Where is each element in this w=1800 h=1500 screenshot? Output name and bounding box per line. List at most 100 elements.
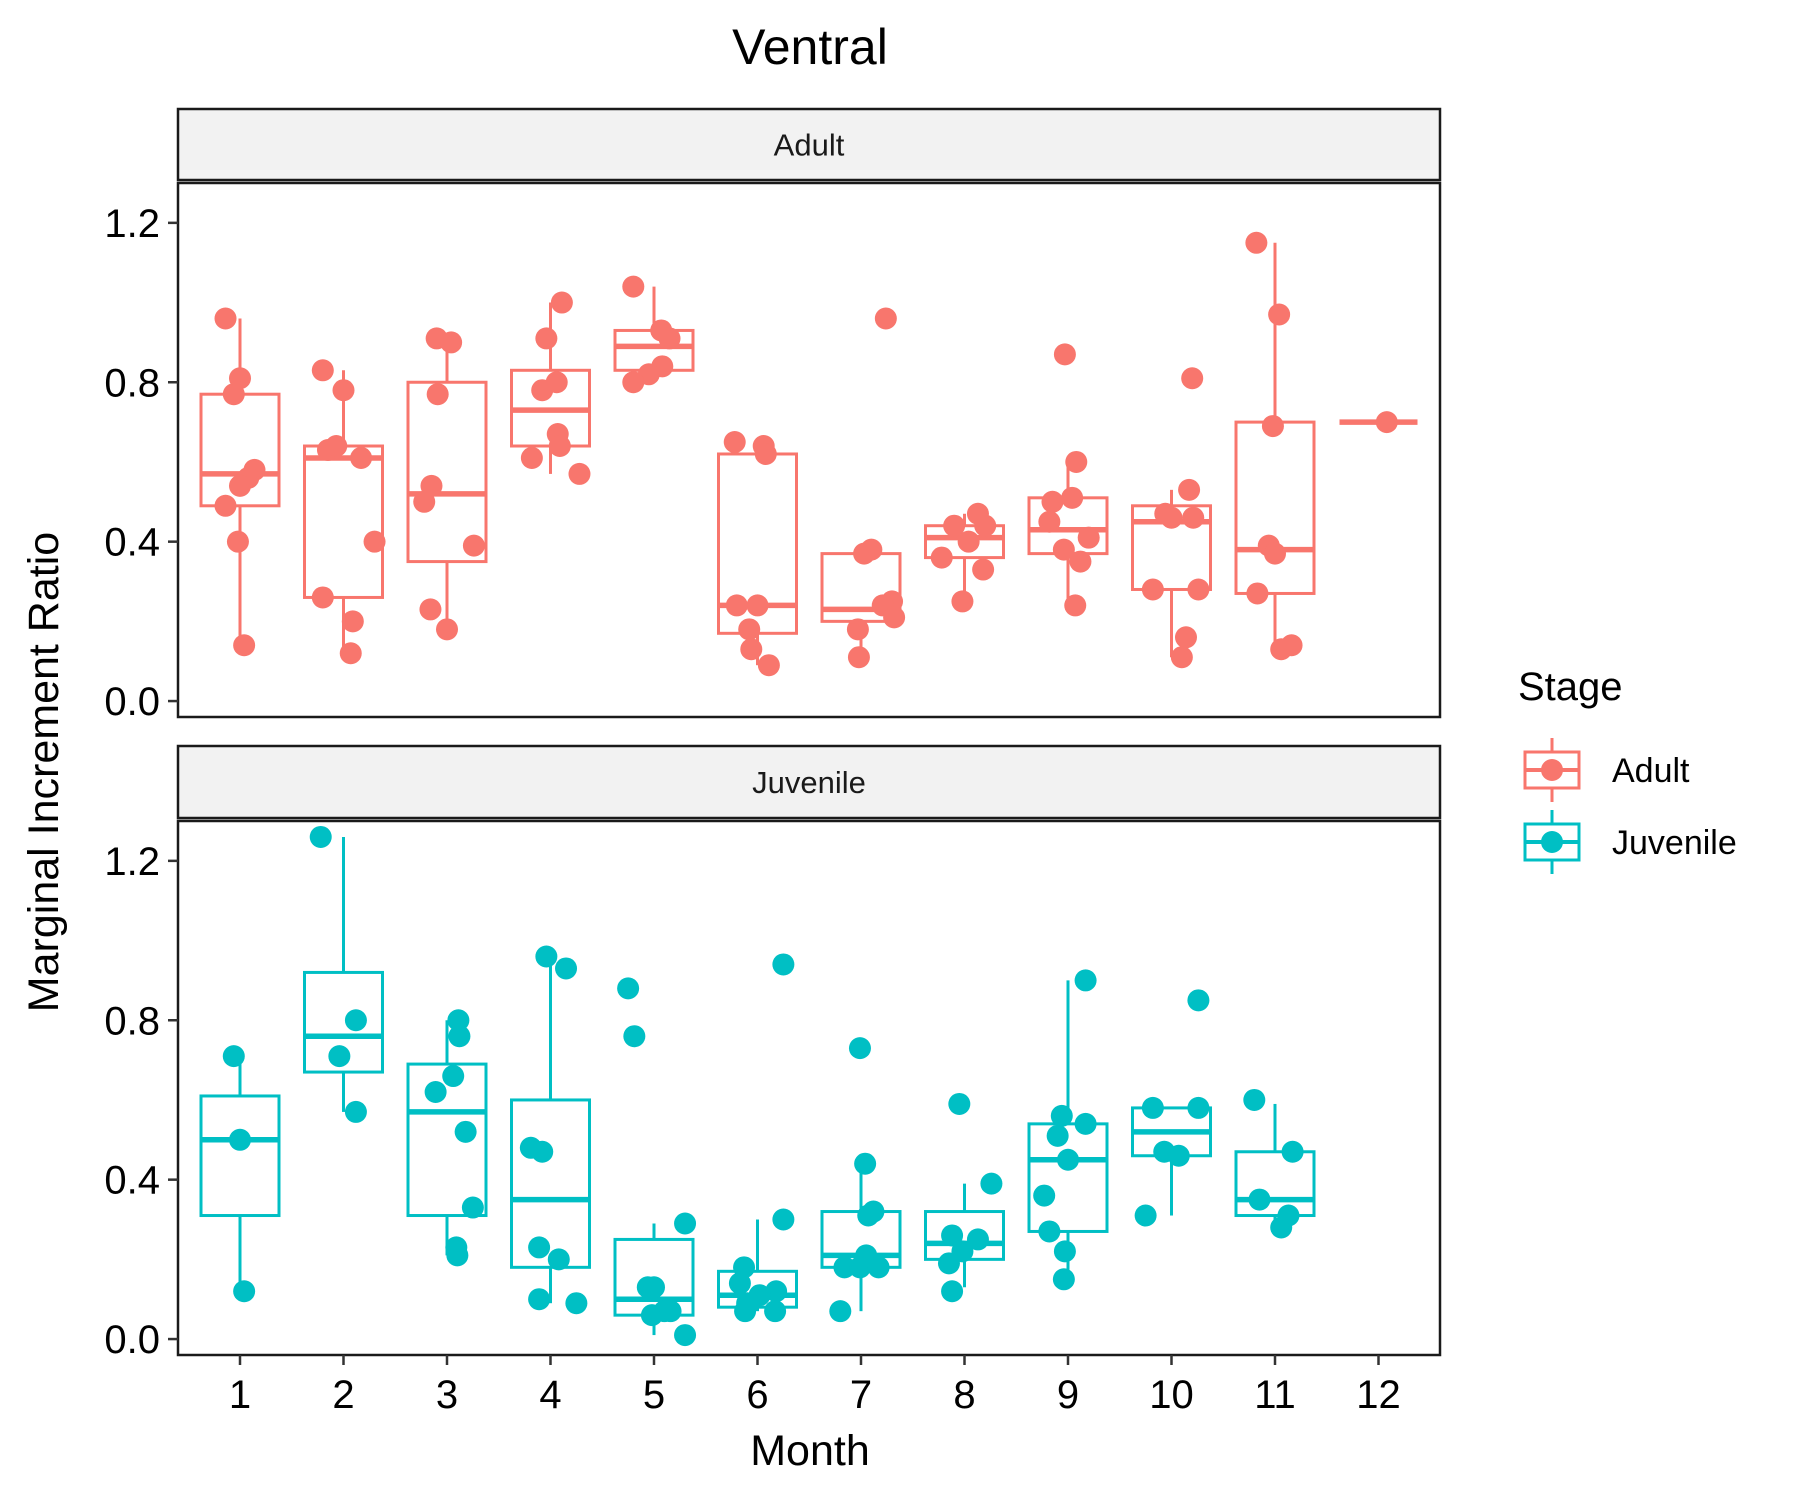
data-point — [674, 1324, 697, 1347]
data-point — [754, 442, 777, 465]
x-axis: 1 2 3 4 5 6 7 8 9 10 11 12 — [229, 1355, 1401, 1417]
data-point — [829, 1300, 852, 1323]
data-point — [214, 307, 237, 330]
data-point — [447, 1009, 470, 1032]
data-point — [1141, 578, 1164, 601]
data-point — [764, 1300, 787, 1323]
data-point — [640, 1304, 663, 1327]
legend: Stage Adult Juvenile — [1518, 665, 1737, 874]
data-point — [1187, 578, 1210, 601]
data-point — [740, 638, 763, 661]
box-iqr — [717, 1269, 798, 1309]
data-point — [951, 590, 974, 613]
data-point — [1174, 626, 1197, 649]
panel-border — [176, 819, 1442, 1357]
data-point — [1050, 1104, 1073, 1127]
data-point — [622, 275, 645, 298]
data-point — [442, 1065, 465, 1088]
data-point — [461, 1196, 484, 1219]
data-point — [972, 558, 995, 581]
data-point — [528, 1236, 551, 1259]
data-point — [1077, 526, 1100, 549]
data-point — [1052, 1268, 1075, 1291]
data-point — [550, 291, 573, 314]
data-point — [446, 1244, 469, 1267]
panels: Adult 0.0 0.4 0.8 1.2 Juvenile 0.0 0.4 0.8 1.2 — [104, 107, 1442, 1362]
facet-strip — [176, 107, 1442, 182]
data-point — [222, 383, 245, 406]
data-point — [966, 502, 989, 525]
data-point — [857, 1204, 880, 1227]
data-point — [1187, 989, 1210, 1012]
legend-key-point — [1541, 759, 1563, 781]
data-point — [547, 1248, 570, 1271]
data-point — [1160, 506, 1183, 529]
data-point — [1261, 415, 1284, 438]
box-iqr — [406, 380, 488, 564]
y-tick-label: 1.2 — [104, 202, 160, 246]
data-point — [233, 1280, 256, 1303]
data-point — [344, 1100, 367, 1123]
data-point — [1375, 411, 1398, 434]
box-iqr — [303, 970, 384, 1074]
data-point — [725, 594, 748, 617]
data-point — [772, 953, 795, 976]
box-iqr — [406, 1062, 488, 1218]
x-tick-label: 6 — [746, 1373, 768, 1417]
data-point — [350, 446, 373, 469]
data-point — [1187, 1096, 1210, 1119]
data-point — [1064, 594, 1087, 617]
data-point — [854, 1152, 877, 1175]
data-point — [772, 1208, 795, 1231]
data-point — [622, 371, 645, 394]
legend-item-adult: Adult — [1523, 738, 1690, 802]
data-point — [440, 331, 463, 354]
data-point — [565, 1292, 588, 1315]
legend-title: Stage — [1518, 665, 1623, 709]
data-point — [555, 957, 578, 980]
data-point — [332, 379, 355, 402]
data-point — [1038, 1220, 1061, 1243]
data-point — [941, 1224, 964, 1247]
x-axis-title: Month — [750, 1427, 870, 1475]
x-tick-label: 5 — [643, 1373, 665, 1417]
chart-title: Ventral — [732, 19, 888, 75]
data-point — [1245, 231, 1268, 254]
y-tick-label: 1.2 — [104, 840, 160, 884]
data-point — [833, 1256, 856, 1279]
data-point — [462, 534, 485, 557]
data-point — [948, 1092, 971, 1115]
x-tick-label: 2 — [332, 1373, 354, 1417]
data-point — [867, 1256, 890, 1279]
data-point — [233, 634, 256, 657]
data-point — [765, 1280, 788, 1303]
data-point — [941, 1280, 964, 1303]
data-point — [1248, 1188, 1271, 1211]
data-point — [643, 1276, 665, 1299]
data-point — [930, 546, 953, 569]
data-point — [658, 327, 681, 350]
data-point — [757, 654, 780, 677]
x-tick-label: 3 — [436, 1373, 458, 1417]
data-point — [339, 642, 362, 665]
data-point — [568, 462, 591, 485]
box-iqr — [199, 1094, 281, 1218]
box-iqr — [510, 1098, 591, 1269]
data-point — [1052, 538, 1075, 561]
data-point — [1033, 1184, 1056, 1207]
data-point — [1038, 510, 1061, 533]
data-point — [222, 1045, 245, 1068]
data-point — [1170, 646, 1193, 669]
data-point — [853, 542, 876, 565]
data-point — [957, 530, 980, 553]
data-point — [436, 618, 458, 641]
legend-label: Adult — [1612, 752, 1690, 790]
data-point — [883, 606, 906, 629]
data-point — [535, 327, 558, 350]
data-point — [943, 514, 966, 537]
data-point — [531, 1140, 554, 1163]
data-point — [1053, 343, 1076, 366]
data-point — [528, 1288, 551, 1311]
data-point — [1268, 303, 1291, 326]
data-point — [1053, 1240, 1076, 1263]
